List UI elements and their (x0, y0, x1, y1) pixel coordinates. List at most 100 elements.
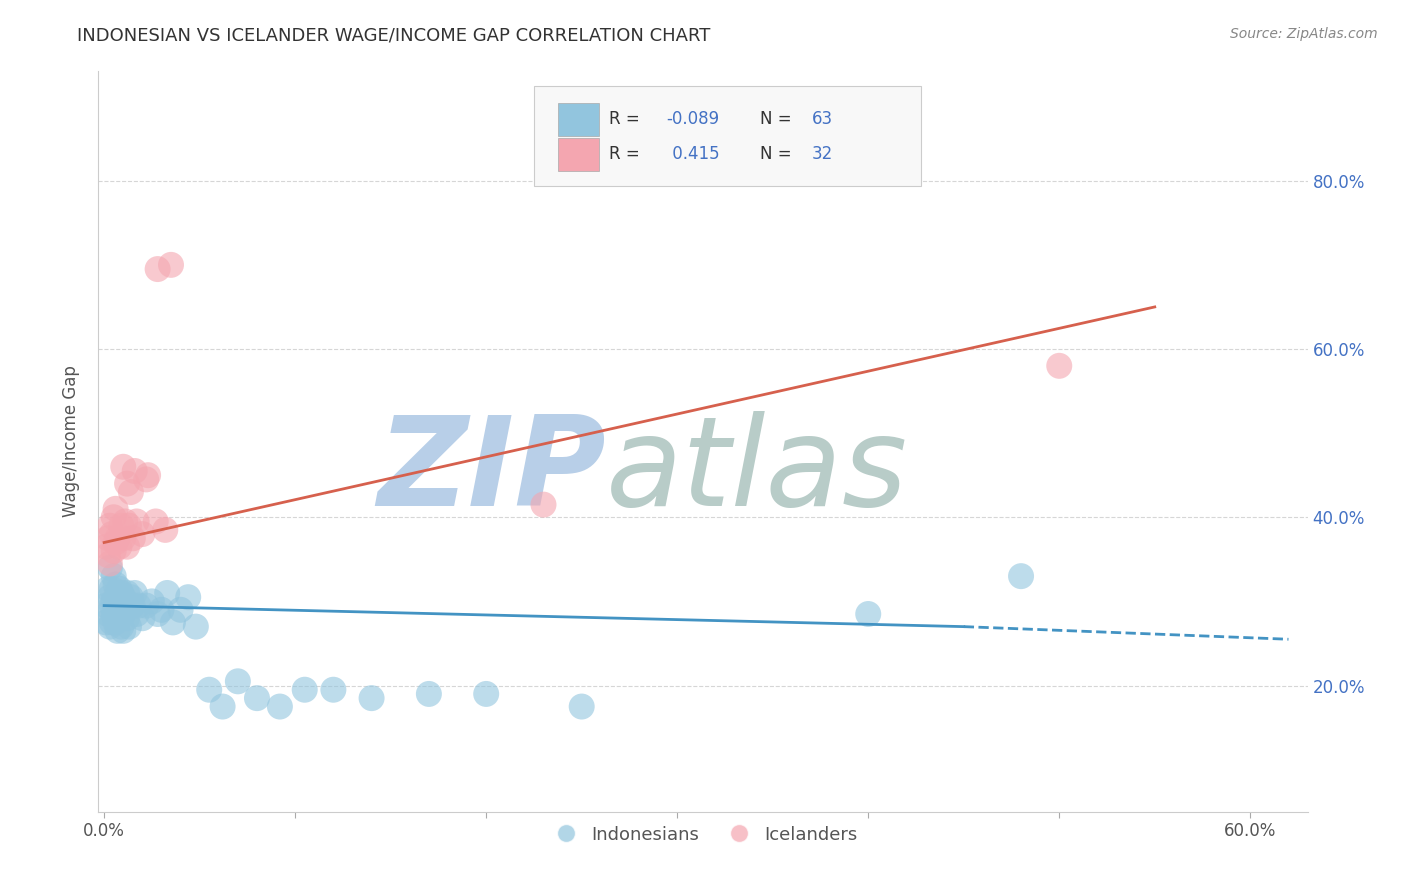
Point (136, 468, 159, 483)
Point (150, 603, 173, 617)
Legend: Indonesians, Icelanders: Indonesians, Icelanders (541, 818, 865, 851)
Point (125, 607, 148, 621)
Point (269, 699, 291, 714)
Point (104, 599, 127, 613)
Point (360, 691, 382, 706)
Point (294, 682, 316, 697)
Point (115, 586, 138, 600)
Point (107, 599, 129, 613)
Point (94, 599, 117, 613)
Point (97, 607, 120, 621)
Point (103, 594, 125, 608)
Point (118, 619, 141, 633)
Point (156, 586, 179, 600)
Point (571, 699, 593, 714)
Point (160, 258, 183, 272)
Point (1047, 359, 1070, 373)
Point (104, 577, 127, 591)
Point (120, 485, 142, 500)
Point (858, 607, 880, 621)
Point (211, 699, 233, 714)
Text: 0.415: 0.415 (666, 145, 720, 163)
Point (115, 476, 138, 491)
Point (103, 569, 125, 583)
Point (108, 540, 131, 554)
Point (98, 619, 121, 633)
Point (94, 615, 117, 630)
Point (104, 615, 127, 630)
Point (128, 599, 150, 613)
Point (155, 523, 177, 537)
FancyBboxPatch shape (558, 138, 599, 170)
Point (533, 498, 555, 512)
Point (118, 599, 141, 613)
FancyBboxPatch shape (534, 87, 921, 186)
Point (135, 599, 157, 613)
Point (475, 687, 498, 701)
Point (131, 611, 153, 625)
Point (110, 518, 132, 533)
Point (1010, 569, 1032, 583)
Point (97, 531, 120, 545)
Point (198, 682, 221, 697)
Point (169, 603, 191, 617)
Point (114, 603, 136, 617)
Point (101, 599, 124, 613)
Point (101, 615, 124, 630)
Text: 32: 32 (811, 145, 834, 163)
Point (184, 619, 207, 633)
Text: 63: 63 (811, 111, 832, 128)
Point (104, 501, 127, 516)
Point (103, 607, 125, 621)
Point (101, 582, 124, 596)
FancyBboxPatch shape (558, 103, 599, 136)
Point (124, 464, 146, 478)
Point (98, 590, 121, 604)
Point (418, 687, 440, 701)
Point (115, 611, 138, 625)
Text: INDONESIAN VS ICELANDER WAGE/INCOME GAP CORRELATION CHART: INDONESIAN VS ICELANDER WAGE/INCOME GAP … (77, 27, 710, 45)
Point (108, 611, 131, 625)
Text: N =: N = (759, 111, 797, 128)
Point (112, 607, 135, 621)
Point (112, 590, 135, 604)
Point (125, 515, 148, 529)
Point (322, 682, 344, 697)
Point (110, 586, 132, 600)
Point (146, 607, 169, 621)
Point (94, 540, 117, 554)
Point (114, 515, 136, 529)
Point (108, 594, 131, 608)
Point (112, 531, 135, 545)
Point (107, 624, 129, 638)
Point (104, 535, 127, 549)
Point (112, 624, 135, 638)
Point (107, 531, 129, 545)
Point (103, 544, 125, 558)
Point (141, 594, 163, 608)
Point (131, 527, 153, 541)
Point (162, 615, 184, 630)
Point (97, 582, 120, 596)
Point (108, 582, 131, 596)
Point (177, 590, 200, 604)
Point (146, 262, 169, 277)
Point (114, 594, 136, 608)
Point (101, 527, 124, 541)
Point (98, 560, 121, 574)
Y-axis label: Wage/Income Gap: Wage/Income Gap (62, 366, 80, 517)
Point (107, 611, 129, 625)
Point (120, 590, 142, 604)
Point (246, 691, 269, 706)
Text: R =: R = (609, 145, 645, 163)
Point (110, 619, 132, 633)
Text: N =: N = (759, 145, 797, 163)
Point (98, 518, 121, 533)
Point (121, 599, 143, 613)
Point (97, 548, 120, 562)
Point (121, 531, 143, 545)
Point (103, 510, 125, 524)
Point (124, 586, 146, 600)
Text: R =: R = (609, 111, 645, 128)
Text: ZIP: ZIP (378, 410, 606, 532)
